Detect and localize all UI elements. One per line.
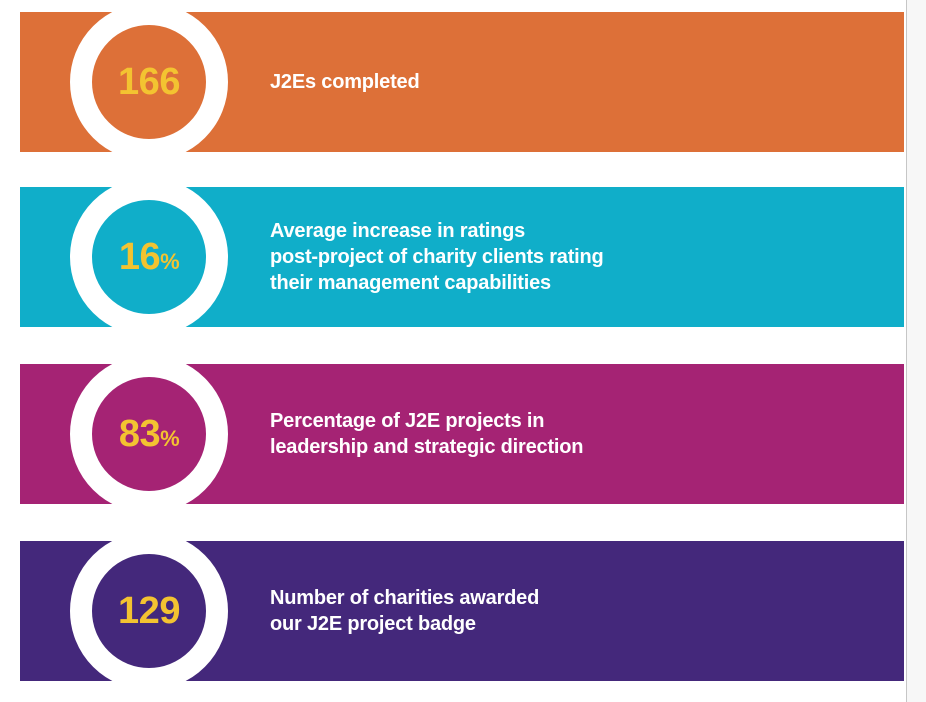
stat-row: 129 Number of charities awarded our J2E … [20,532,904,690]
stat-value: 83 % [118,413,180,455]
page-margin-strip [906,0,926,702]
stat-value-badge: 16 % [70,178,228,336]
stat-value-badge: 166 [70,3,228,161]
stat-value-number: 166 [118,61,180,103]
stat-value-suffix: % [160,249,180,274]
stat-value-suffix: % [160,426,180,451]
stat-row: 16 % Average increase in ratings post-pr… [20,178,904,336]
stat-value-number: 83 [118,413,161,455]
stat-value-number: 129 [118,590,180,632]
stat-row: 166 J2Es completed [20,3,904,161]
stat-value-number: 16 [118,236,161,278]
stat-value: 166 [118,63,180,101]
stat-row: 83 % Percentage of J2E projects in leade… [20,355,904,513]
stat-label: Number of charities awarded our J2E proj… [270,587,540,635]
stat-value-badge: 83 % [70,355,228,513]
stat-label: Average increase in ratings post-project… [270,220,604,294]
stat-value: 129 [118,592,180,630]
stat-value-badge: 129 [70,532,228,690]
stat-value: 16 % [118,236,180,278]
stat-label: Percentage of J2E projects in leadership… [270,410,584,458]
stat-label: J2Es completed [270,71,420,93]
